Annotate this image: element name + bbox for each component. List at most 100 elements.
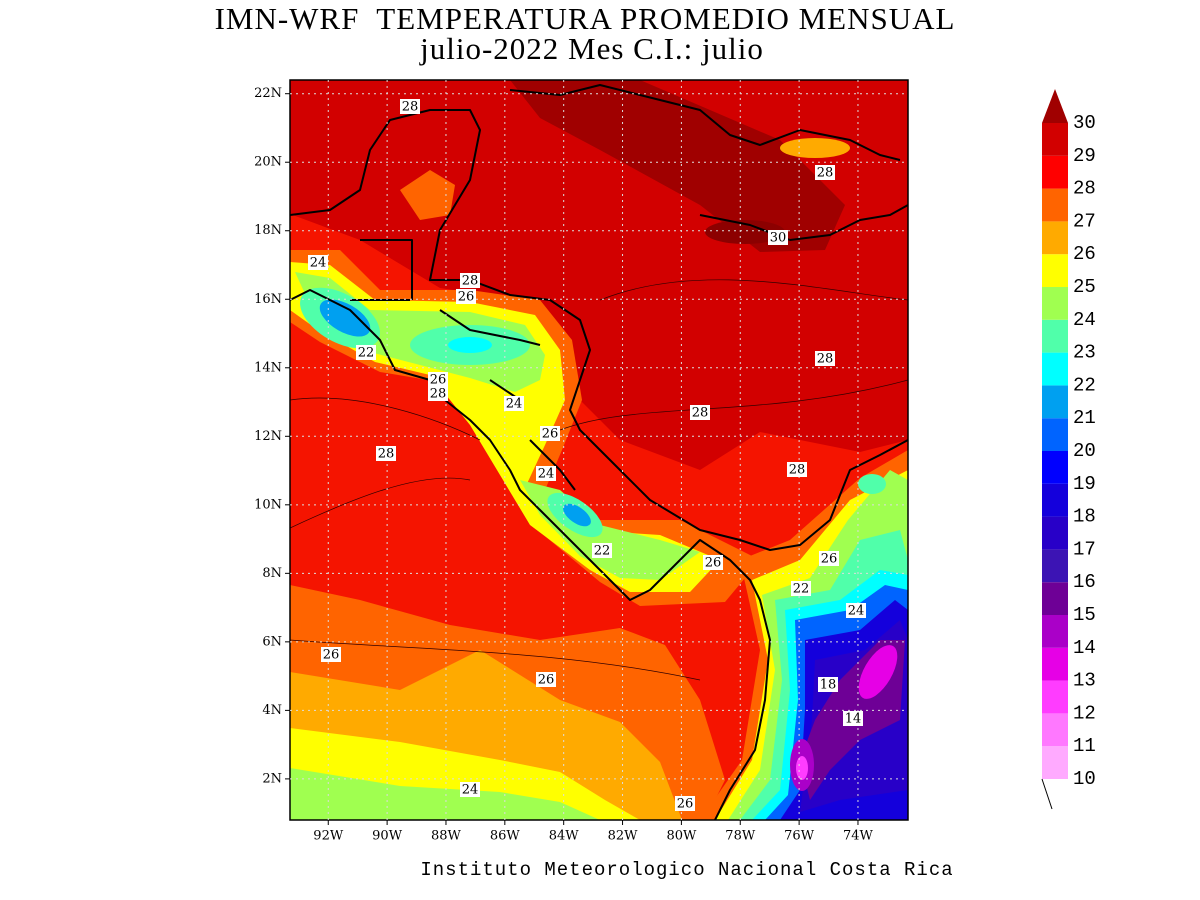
- contour-label: 26: [458, 290, 475, 305]
- lat-tick-label: 2N: [262, 771, 282, 786]
- colorbar-swatch: [1042, 713, 1068, 747]
- contour-label: 26: [821, 552, 838, 567]
- contour-label-box: [787, 462, 807, 477]
- contour-label: 24: [538, 467, 555, 482]
- contour-label-box: [504, 396, 524, 411]
- contour-label: 24: [462, 783, 479, 798]
- colorbar-swatch: [1042, 287, 1068, 320]
- contour-label: 22: [594, 544, 611, 559]
- colorbar-label: 15: [1073, 604, 1096, 626]
- colorbar-swatch: [1042, 647, 1068, 681]
- colorbar-swatch: [1042, 221, 1068, 255]
- colorbar-swatch: [1042, 516, 1068, 550]
- contour-label-box: [428, 372, 448, 387]
- contour-label: 26: [538, 673, 555, 688]
- contour-label-box: [428, 386, 448, 401]
- colorbar-label: 30: [1073, 112, 1096, 134]
- colorbar-swatch: [1042, 483, 1068, 517]
- lat-tick-label: 22N: [254, 86, 282, 101]
- colorbar-label: 13: [1073, 670, 1096, 692]
- contour-label: 26: [677, 797, 694, 812]
- contour-label-box: [456, 289, 476, 304]
- colorbar-under: [1041, 778, 1053, 810]
- contour-label: 30: [770, 231, 787, 246]
- contour-label-box: [703, 555, 723, 570]
- lon-tick-label: 76W: [784, 829, 815, 844]
- contour-label-box: [536, 466, 556, 481]
- contour-label: 28: [402, 100, 419, 115]
- contour-label: 22: [358, 346, 375, 361]
- lon-tick-label: 88W: [431, 829, 462, 844]
- contour-label: 26: [705, 556, 722, 571]
- lat-tick-label: 20N: [254, 155, 282, 170]
- colorbar-swatch: [1042, 582, 1068, 615]
- colorbar-swatch: [1042, 746, 1068, 779]
- lat-tick-label: 6N: [262, 634, 282, 649]
- lon-tick-label: 80W: [666, 829, 697, 844]
- colorbar-label: 21: [1073, 407, 1096, 429]
- lat-tick-label: 12N: [254, 429, 282, 444]
- lat-tick-label: 18N: [254, 223, 282, 238]
- colorbar-swatch: [1042, 418, 1068, 451]
- contour-label-box: [843, 711, 863, 726]
- colorbar-label: 28: [1073, 178, 1096, 200]
- contour-label-box: [818, 677, 838, 692]
- contour-label: 18: [820, 678, 837, 693]
- colorbar-label: 16: [1073, 571, 1096, 593]
- lon-tick-label: 84W: [549, 829, 580, 844]
- lon-tick-label: 90W: [372, 829, 403, 844]
- lat-tick-label: 4N: [262, 703, 282, 718]
- contour-label-box: [400, 99, 420, 114]
- colorbar-swatch: [1042, 352, 1068, 386]
- contour-label: 28: [817, 352, 834, 367]
- footer: Instituto Meteorologico Nacional Costa R…: [420, 859, 953, 881]
- colorbar-label: 24: [1073, 309, 1096, 331]
- contour-label: 22: [793, 582, 810, 597]
- contour-label-box: [690, 405, 710, 420]
- colorbar-label: 12: [1073, 702, 1096, 724]
- contour-label-box: [308, 255, 328, 270]
- colorbar-swatch: [1042, 680, 1068, 714]
- lat-tick-label: 16N: [254, 292, 282, 307]
- colorbar-swatch: [1042, 615, 1068, 648]
- contour-label: 28: [430, 387, 447, 402]
- contour-label-box: [536, 672, 556, 687]
- lat-tick-label: 14N: [254, 360, 282, 375]
- contour-label-box: [815, 165, 835, 180]
- contour-label: 28: [378, 447, 395, 462]
- title: IMN-WRF TEMPERATURA PROMEDIO MENSUAL: [215, 1, 956, 36]
- contour-label-box: [791, 581, 811, 596]
- contour-label: 24: [310, 256, 327, 271]
- contour-label: 24: [506, 397, 523, 412]
- colorbar-label: 23: [1073, 342, 1096, 364]
- colorbar-label: 11: [1073, 735, 1096, 757]
- contour-label-box: [321, 647, 341, 662]
- colorbar-over: [1042, 89, 1068, 123]
- lon-tick-label: 82W: [608, 829, 639, 844]
- contour-label-box: [592, 543, 612, 558]
- contour-label-box: [376, 446, 396, 461]
- colorbar-label: 27: [1073, 210, 1096, 232]
- contour-label-box: [460, 273, 480, 288]
- colorbar-swatch: [1042, 451, 1068, 484]
- colorbar-label: 20: [1073, 440, 1096, 462]
- colorbar-swatch: [1042, 254, 1068, 287]
- colorbar-swatch: [1042, 319, 1068, 353]
- contour-label: 24: [848, 604, 865, 619]
- lon-tick-label: 74W: [843, 829, 874, 844]
- colorbar-label: 19: [1073, 473, 1096, 495]
- lon-tick-label: 92W: [313, 829, 344, 844]
- lat-tick-label: 10N: [254, 497, 282, 512]
- contour-label-box: [540, 426, 560, 441]
- map-frame: [289, 79, 909, 821]
- contour-label: 28: [789, 463, 806, 478]
- contour-label: 14: [845, 712, 862, 727]
- contour-label: 28: [692, 406, 709, 421]
- colorbar-label: 29: [1073, 145, 1096, 167]
- contour-label-box: [356, 345, 376, 360]
- contour-label: 26: [542, 427, 559, 442]
- colorbar-swatch: [1042, 385, 1068, 419]
- contour-label-box: [768, 230, 788, 245]
- colorbar-label: 10: [1073, 768, 1096, 790]
